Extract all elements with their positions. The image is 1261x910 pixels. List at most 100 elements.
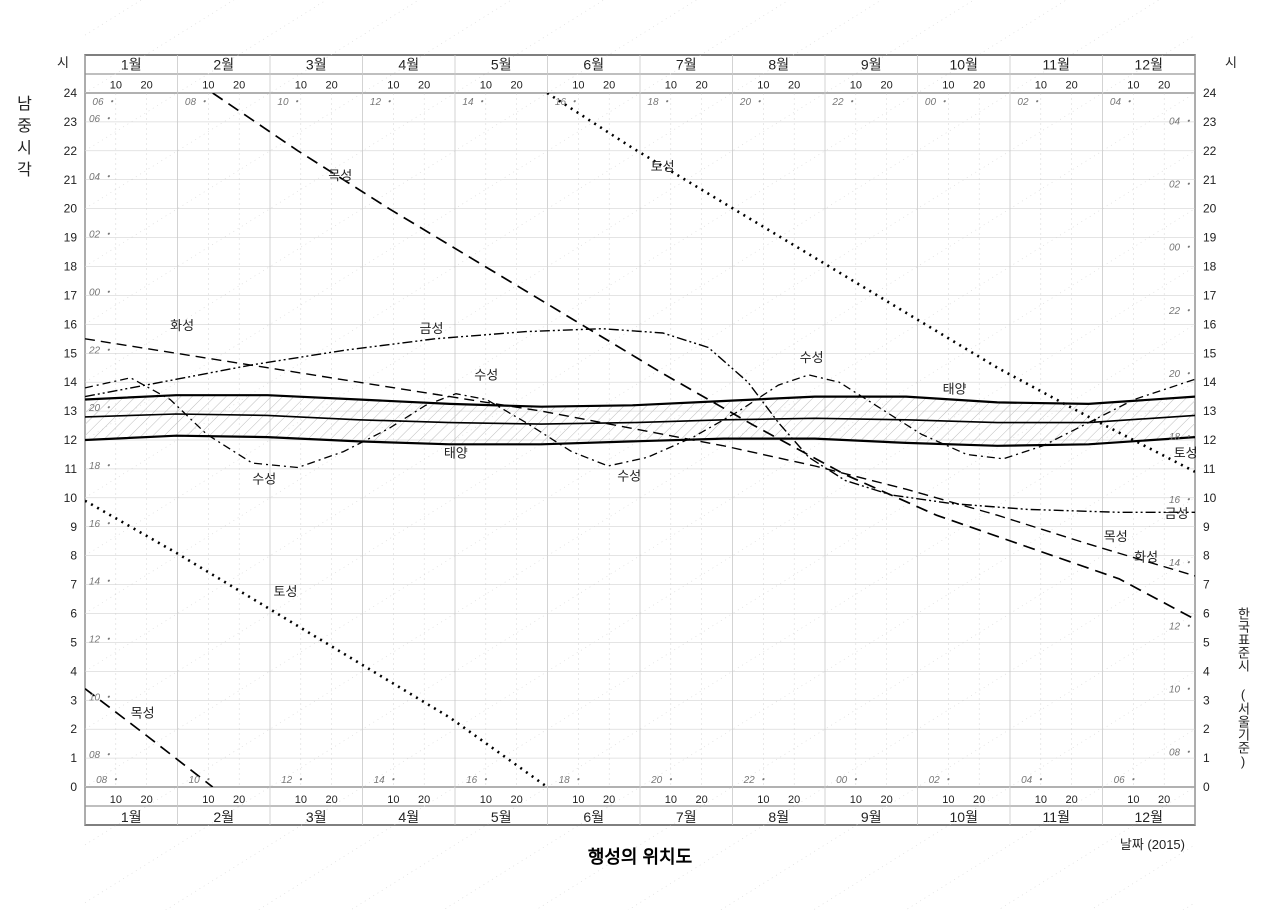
y-tick-right: 11 bbox=[1203, 462, 1216, 476]
diag-label-bot: 20 ・ bbox=[650, 775, 675, 786]
y-tick-right: 5 bbox=[1203, 635, 1210, 649]
y-tick-left: 13 bbox=[64, 404, 78, 418]
svg-text:20: 20 bbox=[233, 79, 245, 91]
y-tick-right: 21 bbox=[1203, 173, 1217, 187]
svg-text:10: 10 bbox=[202, 79, 214, 91]
month-label-bot: 3월 bbox=[306, 809, 327, 825]
y-tick-right: 6 bbox=[1203, 607, 1210, 621]
month-label-bot: 6월 bbox=[583, 809, 604, 825]
diag-label-right: 14 ・ bbox=[1169, 558, 1193, 569]
diag-label-right: 12 ・ bbox=[1169, 621, 1193, 632]
diag-label-left: 14 ・ bbox=[89, 577, 113, 588]
y-tick-right: 13 bbox=[1203, 404, 1217, 418]
diag-label-top: 20 ・ bbox=[739, 97, 764, 108]
month-label-top: 3월 bbox=[306, 56, 327, 72]
label-mercury: 수성 bbox=[617, 468, 641, 483]
left-axis-title: 남중시각 bbox=[14, 95, 32, 183]
y-tick-right: 22 bbox=[1203, 144, 1217, 158]
y-tick-left: 5 bbox=[70, 635, 77, 649]
svg-text:10: 10 bbox=[480, 79, 492, 91]
y-tick-left: 20 bbox=[64, 202, 78, 216]
month-label-top: 8월 bbox=[768, 56, 789, 72]
svg-text:10: 10 bbox=[1127, 794, 1139, 806]
month-label-top: 5월 bbox=[491, 56, 512, 72]
y-tick-left: 16 bbox=[64, 317, 78, 331]
svg-text:20: 20 bbox=[603, 794, 615, 806]
svg-text:20: 20 bbox=[511, 794, 523, 806]
svg-text:20: 20 bbox=[141, 794, 153, 806]
chart-title: 행성의 위치도 bbox=[588, 847, 692, 867]
y-tick-right: 12 bbox=[1203, 433, 1217, 447]
diag-label-right: 00 ・ bbox=[1169, 243, 1193, 254]
svg-text:10: 10 bbox=[202, 794, 214, 806]
diag-label-bot: 16 ・ bbox=[466, 775, 490, 786]
month-label-top: 6월 bbox=[583, 56, 604, 72]
svg-text:20: 20 bbox=[1066, 79, 1078, 91]
diag-label-bot: 18 ・ bbox=[559, 775, 583, 786]
y-tick-left: 10 bbox=[64, 491, 78, 505]
diag-label-top: 14 ・ bbox=[462, 97, 486, 108]
svg-text:10: 10 bbox=[665, 794, 677, 806]
month-label-top: 4월 bbox=[398, 56, 419, 72]
y-tick-right: 20 bbox=[1203, 202, 1217, 216]
svg-text:20: 20 bbox=[788, 794, 800, 806]
y-tick-right: 4 bbox=[1203, 664, 1210, 678]
y-tick-left: 7 bbox=[70, 578, 77, 592]
svg-text:20: 20 bbox=[603, 79, 615, 91]
diag-label-top: 04 ・ bbox=[1110, 97, 1134, 108]
svg-text:20: 20 bbox=[1066, 794, 1078, 806]
y-tick-left: 17 bbox=[64, 288, 78, 302]
month-label-bot: 1월 bbox=[121, 809, 142, 825]
svg-text:10: 10 bbox=[295, 79, 307, 91]
diag-label-top: 12 ・ bbox=[370, 97, 394, 108]
svg-text:20: 20 bbox=[511, 79, 523, 91]
label-saturn: 토성 bbox=[274, 584, 298, 599]
y-tick-left: 18 bbox=[64, 260, 78, 274]
diag-label-left: 10 ・ bbox=[89, 692, 113, 703]
month-label-bot: 2월 bbox=[213, 809, 234, 825]
diag-label-left: 18 ・ bbox=[89, 461, 113, 472]
month-label-top: 1월 bbox=[121, 56, 142, 72]
svg-text:10: 10 bbox=[572, 79, 584, 91]
y-tick-right: 1 bbox=[1203, 751, 1210, 765]
month-label-top: 9월 bbox=[861, 56, 882, 72]
diag-label-right: 10 ・ bbox=[1169, 684, 1193, 695]
y-tick-left: 21 bbox=[64, 173, 78, 187]
y-tick-left: 23 bbox=[64, 115, 78, 129]
x-axis-caption: 날짜 (2015) bbox=[1120, 837, 1185, 852]
diag-label-top: 00 ・ bbox=[925, 97, 949, 108]
svg-text:20: 20 bbox=[1158, 79, 1170, 91]
label-jupiter: 목성 bbox=[131, 706, 155, 721]
diag-label-top: 18 ・ bbox=[647, 97, 671, 108]
diag-label-top: 16 ・ bbox=[555, 97, 579, 108]
label-sun: 태양 bbox=[444, 445, 468, 460]
y-tick-right: 0 bbox=[1203, 780, 1210, 794]
y-tick-right: 7 bbox=[1203, 578, 1210, 592]
diag-label-right: 18 ・ bbox=[1169, 432, 1193, 443]
svg-text:10: 10 bbox=[942, 794, 954, 806]
svg-text:20: 20 bbox=[788, 79, 800, 91]
label-mars: 화성 bbox=[170, 318, 194, 333]
svg-text:10: 10 bbox=[387, 794, 399, 806]
y-tick-left: 14 bbox=[64, 375, 78, 389]
month-label-top: 2월 bbox=[213, 56, 234, 72]
diag-label-left: 06 ・ bbox=[89, 114, 113, 125]
y-tick-left: 11 bbox=[65, 462, 78, 476]
jupiter-line bbox=[85, 689, 213, 787]
right-unit: 시 bbox=[1225, 55, 1237, 70]
diag-label-right: 02 ・ bbox=[1169, 180, 1193, 191]
month-label-bot: 8월 bbox=[768, 809, 789, 825]
label-sun: 태양 bbox=[943, 382, 967, 397]
month-label-bot: 7월 bbox=[676, 809, 697, 825]
y-tick-left: 9 bbox=[70, 520, 77, 534]
svg-text:10: 10 bbox=[1035, 794, 1047, 806]
month-label-top: 7월 bbox=[676, 56, 697, 72]
jupiter-line bbox=[213, 93, 1195, 619]
y-tick-left: 3 bbox=[70, 693, 77, 707]
y-tick-left: 24 bbox=[64, 86, 78, 100]
svg-text:20: 20 bbox=[696, 794, 708, 806]
y-tick-right: 3 bbox=[1203, 693, 1210, 707]
y-tick-right: 19 bbox=[1203, 231, 1217, 245]
saturn-line bbox=[85, 501, 547, 787]
y-tick-left: 0 bbox=[70, 780, 77, 794]
